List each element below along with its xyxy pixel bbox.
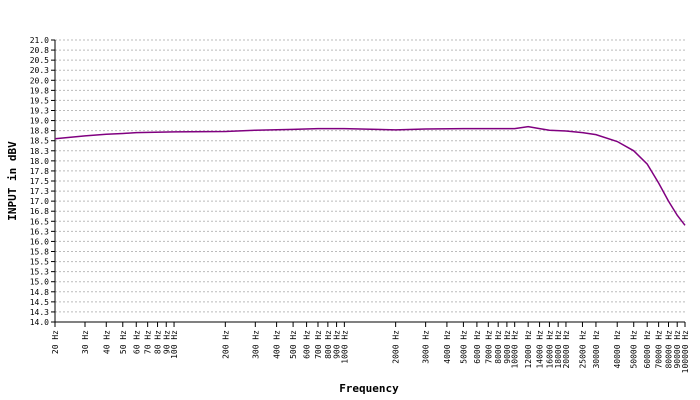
- x-tick-label: 1000 Hz: [340, 330, 349, 364]
- y-tick-label: 17.8: [30, 167, 49, 176]
- y-tick-label: 20.5: [30, 56, 49, 65]
- x-tick-label: 30 Hz: [81, 330, 90, 354]
- data-line: [54, 125, 686, 226]
- y-tick-label: 17.5: [30, 177, 49, 186]
- x-tick-label: 3000 Hz: [422, 330, 431, 364]
- x-tick-label: 14000 Hz: [536, 330, 545, 369]
- x-tick-label: 20000 Hz: [562, 330, 571, 369]
- y-tick-label: 18.8: [30, 127, 49, 136]
- x-tick-label: 800 Hz: [324, 330, 333, 359]
- x-tick-label: 90000 Hz: [673, 330, 682, 369]
- y-tick-label: 16.8: [30, 207, 49, 216]
- x-axis-title: Frequency: [339, 382, 399, 395]
- x-tick-label: 60 Hz: [132, 330, 141, 354]
- y-tick-label: 20.3: [30, 66, 49, 75]
- y-tick-label: 19.0: [30, 117, 49, 126]
- x-tick-label: 100000 Hz: [681, 330, 690, 374]
- y-tick-label: 14.8: [30, 288, 49, 297]
- x-tick-label: 7000 Hz: [484, 330, 493, 364]
- x-tick-label: 9000 Hz: [503, 330, 512, 364]
- x-tick-label: 200 Hz: [221, 330, 230, 359]
- x-tick-label: 10000 Hz: [511, 330, 520, 369]
- x-tick-label: 50000 Hz: [630, 330, 639, 369]
- x-tick-label: 40000 Hz: [613, 330, 622, 369]
- x-tick-label: 4000 Hz: [443, 330, 452, 364]
- y-tick-label: 20.0: [30, 76, 49, 85]
- x-tick-label: 60000 Hz: [643, 330, 652, 369]
- x-tick-label: 80 Hz: [154, 330, 163, 354]
- x-tick-label: 5000 Hz: [459, 330, 468, 364]
- x-tick-label: 600 Hz: [303, 330, 312, 359]
- x-tick-label: 2000 Hz: [392, 330, 401, 364]
- y-tick-label: 16.5: [30, 217, 49, 226]
- y-tick-label: 14.0: [30, 318, 49, 327]
- y-tick-label: 15.3: [30, 268, 49, 277]
- y-tick-label: 21.0: [30, 36, 49, 45]
- x-tick-label: 20 Hz: [51, 330, 60, 354]
- y-tick-label: 14.3: [30, 308, 49, 317]
- x-tick-label: 16000 Hz: [545, 330, 554, 369]
- x-tick-label: 300 Hz: [251, 330, 260, 359]
- x-tick-label: 12000 Hz: [524, 330, 533, 369]
- y-tick-label: 19.5: [30, 96, 49, 105]
- y-tick-label: 17.3: [30, 187, 49, 196]
- x-tick-label: 90 Hz: [162, 330, 171, 354]
- x-tick-label: 30000 Hz: [592, 330, 601, 369]
- x-tick-label: 18000 Hz: [554, 330, 563, 369]
- x-tick-label: 80000 Hz: [664, 330, 673, 369]
- x-tick-label: 70000 Hz: [655, 330, 664, 369]
- x-tick-label: 25000 Hz: [578, 330, 587, 369]
- y-tick-label: 14.5: [30, 298, 49, 307]
- y-tick-label: 17.0: [30, 197, 49, 206]
- x-tick-label: 700 Hz: [314, 330, 323, 359]
- y-axis-title: INPUT in dBV: [6, 141, 19, 221]
- y-tick-label: 19.8: [30, 86, 49, 95]
- y-tick-label: 18.5: [30, 137, 49, 146]
- y-tick-label: 15.5: [30, 258, 49, 267]
- x-tick-label: 40 Hz: [102, 330, 111, 354]
- y-tick-label: 15.8: [30, 248, 49, 257]
- x-tick-label: 900 Hz: [333, 330, 342, 359]
- x-tick-label: 500 Hz: [289, 330, 298, 359]
- x-tick-label: 70 Hz: [144, 330, 153, 354]
- x-tick-label: 100 Hz: [170, 330, 179, 359]
- y-tick-label: 18.3: [30, 147, 49, 156]
- x-tick-label: 400 Hz: [273, 330, 282, 359]
- y-tick-label: 18.0: [30, 157, 49, 166]
- y-tick-label: 20.8: [30, 46, 49, 55]
- y-tick-label: 15.0: [30, 278, 49, 287]
- x-tick-label: 8000 Hz: [494, 330, 503, 364]
- y-tick-label: 16.3: [30, 227, 49, 236]
- x-tick-label: 50 Hz: [119, 330, 128, 354]
- y-tick-label: 19.3: [30, 107, 49, 116]
- y-tick-label: 16.0: [30, 237, 49, 246]
- x-tick-label: 6000 Hz: [473, 330, 482, 364]
